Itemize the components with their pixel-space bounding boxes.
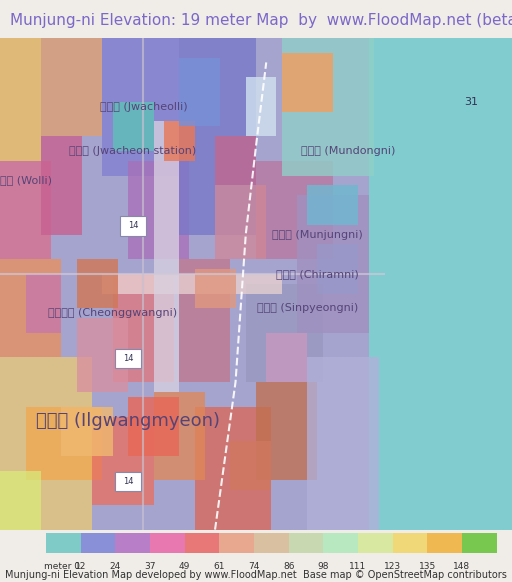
Bar [26,407,102,481]
Bar [179,58,220,126]
Bar [179,259,230,382]
Bar [179,38,256,235]
Text: 135: 135 [419,562,436,571]
Bar [256,161,333,259]
Bar [266,333,307,382]
Text: 신평리 (Sinpyeongni): 신평리 (Sinpyeongni) [257,303,358,313]
Bar [154,392,205,481]
Text: 98: 98 [317,562,329,571]
Bar [307,185,358,225]
Bar [115,533,150,553]
Bar [46,533,81,553]
Bar [154,122,179,392]
Bar [254,533,289,553]
Bar [92,417,154,505]
Text: 직천역 (Jwacheon station): 직천역 (Jwacheon station) [70,146,197,156]
Bar [102,38,179,176]
Text: meter 0: meter 0 [44,562,79,571]
Bar [358,533,393,553]
Bar [113,274,174,382]
Bar [113,102,154,151]
Text: Munjung-ni Elevation: 19 meter Map  by  www.FloodMap.net (beta): Munjung-ni Elevation: 19 meter Map by ww… [10,13,512,29]
Bar [0,259,61,357]
Bar [219,533,254,553]
Bar [102,274,282,293]
Text: 86: 86 [283,562,294,571]
Bar [0,161,51,259]
Bar [115,471,141,491]
Bar [289,533,324,553]
Bar [185,533,219,553]
Bar [0,471,41,530]
Bar [246,283,323,382]
Bar [195,407,271,530]
Text: 37: 37 [144,562,156,571]
Text: Munjung-ni Elevation Map developed by www.FloodMap.net: Munjung-ni Elevation Map developed by ww… [5,570,297,580]
Bar [282,52,333,112]
Text: 14: 14 [123,354,133,363]
Bar [128,397,179,456]
Bar [115,349,141,368]
Bar [256,382,317,481]
Text: 49: 49 [179,562,190,571]
Bar [195,269,236,308]
Bar [307,357,379,530]
Bar [77,259,118,308]
Bar [164,122,195,161]
Bar [282,38,374,176]
Bar [120,216,146,236]
Bar [317,244,358,293]
Bar [324,533,358,553]
Text: 74: 74 [248,562,260,571]
Text: 31: 31 [464,97,478,107]
Text: Base map © OpenStreetMap contributors: Base map © OpenStreetMap contributors [303,570,507,580]
Text: 일광면 (Ilgwangmyeon): 일광면 (Ilgwangmyeon) [36,413,220,431]
Text: 61: 61 [214,562,225,571]
Text: 14: 14 [123,477,133,486]
Bar [369,38,512,530]
Text: 24: 24 [110,562,121,571]
Bar [215,136,256,185]
Bar [41,136,82,235]
Bar [0,38,41,161]
Text: 워리 (Wolli): 워리 (Wolli) [0,175,52,186]
Bar [297,195,369,333]
Bar [77,318,128,392]
Text: 문동리 (Mundongni): 문동리 (Mundongni) [301,146,395,156]
Bar [41,38,102,136]
Bar [150,533,185,553]
Bar [462,533,497,553]
Text: 111: 111 [349,562,367,571]
Bar [26,274,61,333]
Text: 148: 148 [454,562,471,571]
Text: 칠일리 (Chiramni): 칠일리 (Chiramni) [276,269,359,279]
Text: 123: 123 [384,562,401,571]
Bar [128,161,189,259]
Bar [230,441,271,490]
Text: 문중리 (Munjungni): 문중리 (Munjungni) [272,229,363,240]
Bar [61,407,113,456]
Text: 14: 14 [128,221,138,230]
Text: 12: 12 [75,562,87,571]
Bar [81,533,115,553]
Text: 청광왕리 (Cheonggwangni): 청광왕리 (Cheonggwangni) [48,308,177,318]
Bar [393,533,428,553]
Bar [246,77,276,136]
Bar [428,533,462,553]
Bar [0,357,92,530]
Bar [215,185,266,259]
Text: 자첬리 (Jwacheolli): 자첬리 (Jwacheolli) [99,102,187,112]
